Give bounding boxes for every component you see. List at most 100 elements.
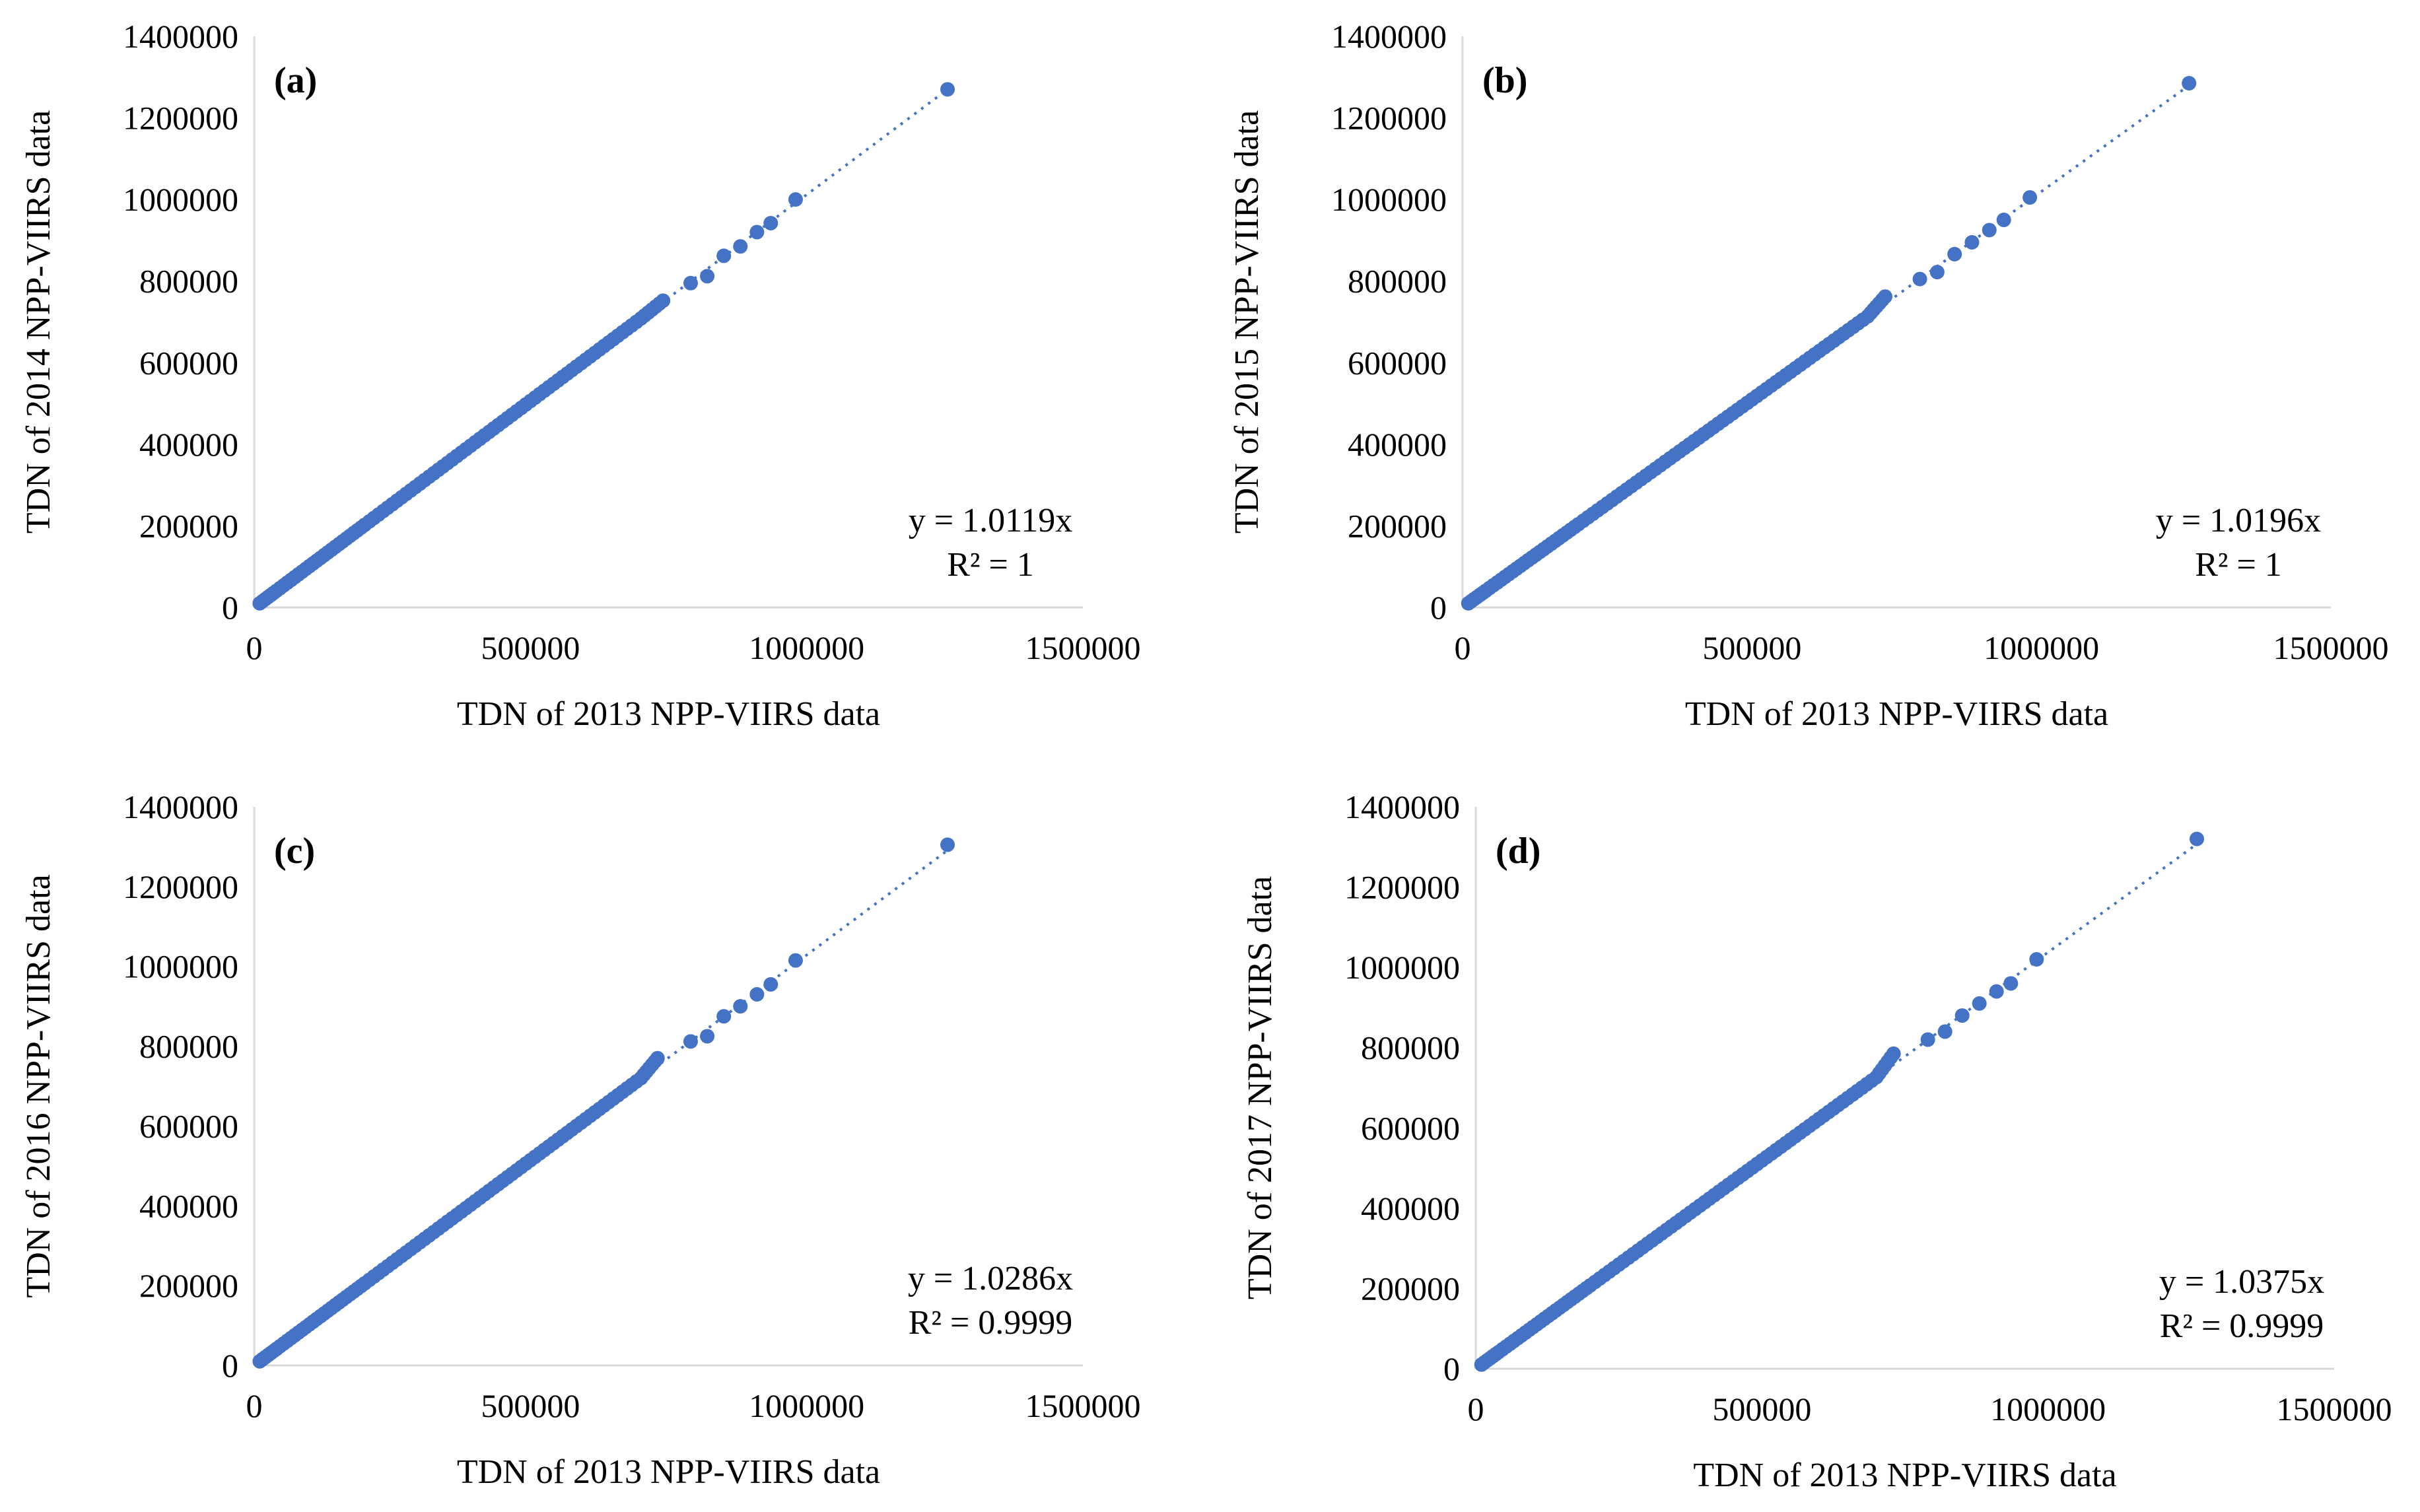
y-tick-label: 200000 (1361, 1270, 1460, 1307)
y-axis-label: TDN of 2014 NPP-VIIRS data (20, 110, 57, 533)
panel-label: (d) (1496, 831, 1540, 872)
trend-equation: y = 1.0196x (2156, 502, 2321, 539)
y-tick-label: 600000 (1361, 1109, 1460, 1146)
data-point (1920, 1032, 1935, 1047)
x-axis-label: TDN of 2013 NPP-VIIRS data (1693, 1457, 2116, 1494)
x-tick-label: 1500000 (1025, 629, 1141, 666)
y-tick-label: 600000 (1348, 344, 1447, 381)
data-point (652, 296, 667, 311)
data-point (1954, 1008, 1970, 1023)
y-tick-label: 600000 (139, 1107, 238, 1144)
panel-label: (a) (274, 60, 317, 101)
y-tick-label: 200000 (139, 1267, 238, 1304)
y-tick-label: 200000 (1348, 507, 1447, 544)
chart-panel-1: 0 200000 400000 600000 800000 1000000 1200000 1… (20, 18, 1141, 733)
y-axis-label: TDN of 2017 NPP-VIIRS data (1241, 876, 1279, 1299)
y-tick-label: 0 (1430, 589, 1447, 626)
y-tick-label: 1200000 (123, 100, 238, 137)
data-point (1996, 213, 2011, 228)
y-axis-label: TDN of 2015 NPP-VIIRS data (1228, 110, 1266, 533)
y-tick-label: 400000 (139, 426, 238, 463)
data-point (700, 1029, 715, 1044)
data-point (749, 224, 765, 240)
x-tick-label: 1000000 (1984, 629, 2099, 666)
y-tick-label: 1200000 (1344, 869, 1460, 906)
data-point (1982, 223, 1997, 238)
panel-label: (c) (274, 831, 315, 872)
x-tick-label: 1000000 (1990, 1391, 2106, 1427)
data-point (1929, 265, 1945, 280)
chart-panel-2: 0 200000 400000 600000 800000 1000000 1200000 1… (1228, 18, 2389, 733)
y-tick-label: 800000 (1361, 1029, 1460, 1066)
y-tick-label: 0 (1443, 1350, 1460, 1387)
y-tick-label: 0 (222, 589, 238, 626)
data-point (788, 953, 803, 968)
data-point (788, 192, 803, 207)
r-squared: R² = 1 (947, 546, 1034, 584)
trend-equation: y = 1.0119x (909, 502, 1072, 539)
chart-panel-3: 0 200000 400000 600000 800000 1000000 1200000 1… (20, 788, 1141, 1491)
y-tick-label: 1400000 (1344, 788, 1460, 825)
y-tick-label: 1400000 (123, 18, 238, 55)
data-point (1912, 271, 1927, 287)
x-tick-label: 1500000 (1025, 1387, 1141, 1424)
data-point (940, 82, 955, 97)
data-point (683, 1034, 698, 1049)
data-point (733, 239, 748, 254)
x-tick-label: 0 (246, 629, 263, 666)
data-point (716, 1009, 732, 1024)
data-point (716, 248, 732, 263)
r-squared: R² = 1 (2195, 546, 2282, 584)
y-tick-label: 1200000 (1331, 100, 1447, 137)
x-axis-label: TDN of 2013 NPP-VIIRS data (457, 1453, 880, 1491)
data-point (763, 215, 778, 230)
y-tick-label: 600000 (139, 344, 238, 381)
x-axis-label: TDN of 2013 NPP-VIIRS data (1685, 695, 2108, 733)
data-point (749, 987, 765, 1002)
y-tick-label: 1000000 (123, 181, 238, 218)
x-tick-label: 1000000 (749, 1387, 864, 1424)
data-point (2182, 76, 2197, 91)
data-point (2022, 190, 2038, 205)
y-tick-label: 800000 (139, 263, 238, 300)
r-squared: R² = 0.9999 (909, 1304, 1073, 1342)
data-point (1883, 1050, 1898, 1065)
trend-equation: y = 1.0375x (2159, 1263, 2324, 1301)
data-point (647, 1054, 662, 1069)
data-point (700, 269, 715, 284)
x-axis-label: TDN of 2013 NPP-VIIRS data (457, 695, 880, 733)
x-tick-label: 500000 (1712, 1391, 1811, 1427)
x-tick-label: 1000000 (749, 629, 864, 666)
x-tick-label: 500000 (481, 1387, 580, 1424)
y-tick-label: 400000 (1361, 1190, 1460, 1227)
y-tick-label: 200000 (139, 507, 238, 544)
x-tick-label: 1500000 (2273, 629, 2389, 666)
data-point (940, 837, 955, 852)
y-tick-label: 800000 (139, 1028, 238, 1065)
panel-label: (b) (1482, 60, 1527, 101)
x-tick-label: 1500000 (2277, 1391, 2392, 1427)
trendline (253, 88, 949, 609)
data-point (1972, 996, 1987, 1011)
data-point (763, 977, 778, 992)
chart-panel-4: 0 200000 400000 600000 800000 1000000 1200000 1… (1241, 788, 2392, 1494)
x-tick-label: 500000 (1702, 629, 1801, 666)
data-point (2003, 976, 2019, 991)
data-point (1937, 1024, 1953, 1039)
data-point (683, 275, 698, 291)
r-squared: R² = 0.9999 (2160, 1307, 2324, 1345)
y-tick-label: 1200000 (123, 868, 238, 905)
y-tick-label: 1000000 (1344, 949, 1460, 986)
y-tick-label: 400000 (1348, 426, 1447, 463)
y-tick-label: 1400000 (1331, 18, 1447, 55)
y-tick-label: 1000000 (1331, 181, 1447, 218)
data-point (733, 999, 748, 1014)
y-tick-label: 800000 (1348, 263, 1447, 300)
y-tick-label: 1000000 (123, 948, 238, 985)
data-point (2029, 951, 2044, 967)
y-axis-label: TDN of 2016 NPP-VIIRS data (20, 874, 57, 1297)
x-tick-label: 0 (1468, 1391, 1484, 1427)
y-tick-label: 1400000 (123, 788, 238, 825)
data-point (1947, 246, 1962, 261)
